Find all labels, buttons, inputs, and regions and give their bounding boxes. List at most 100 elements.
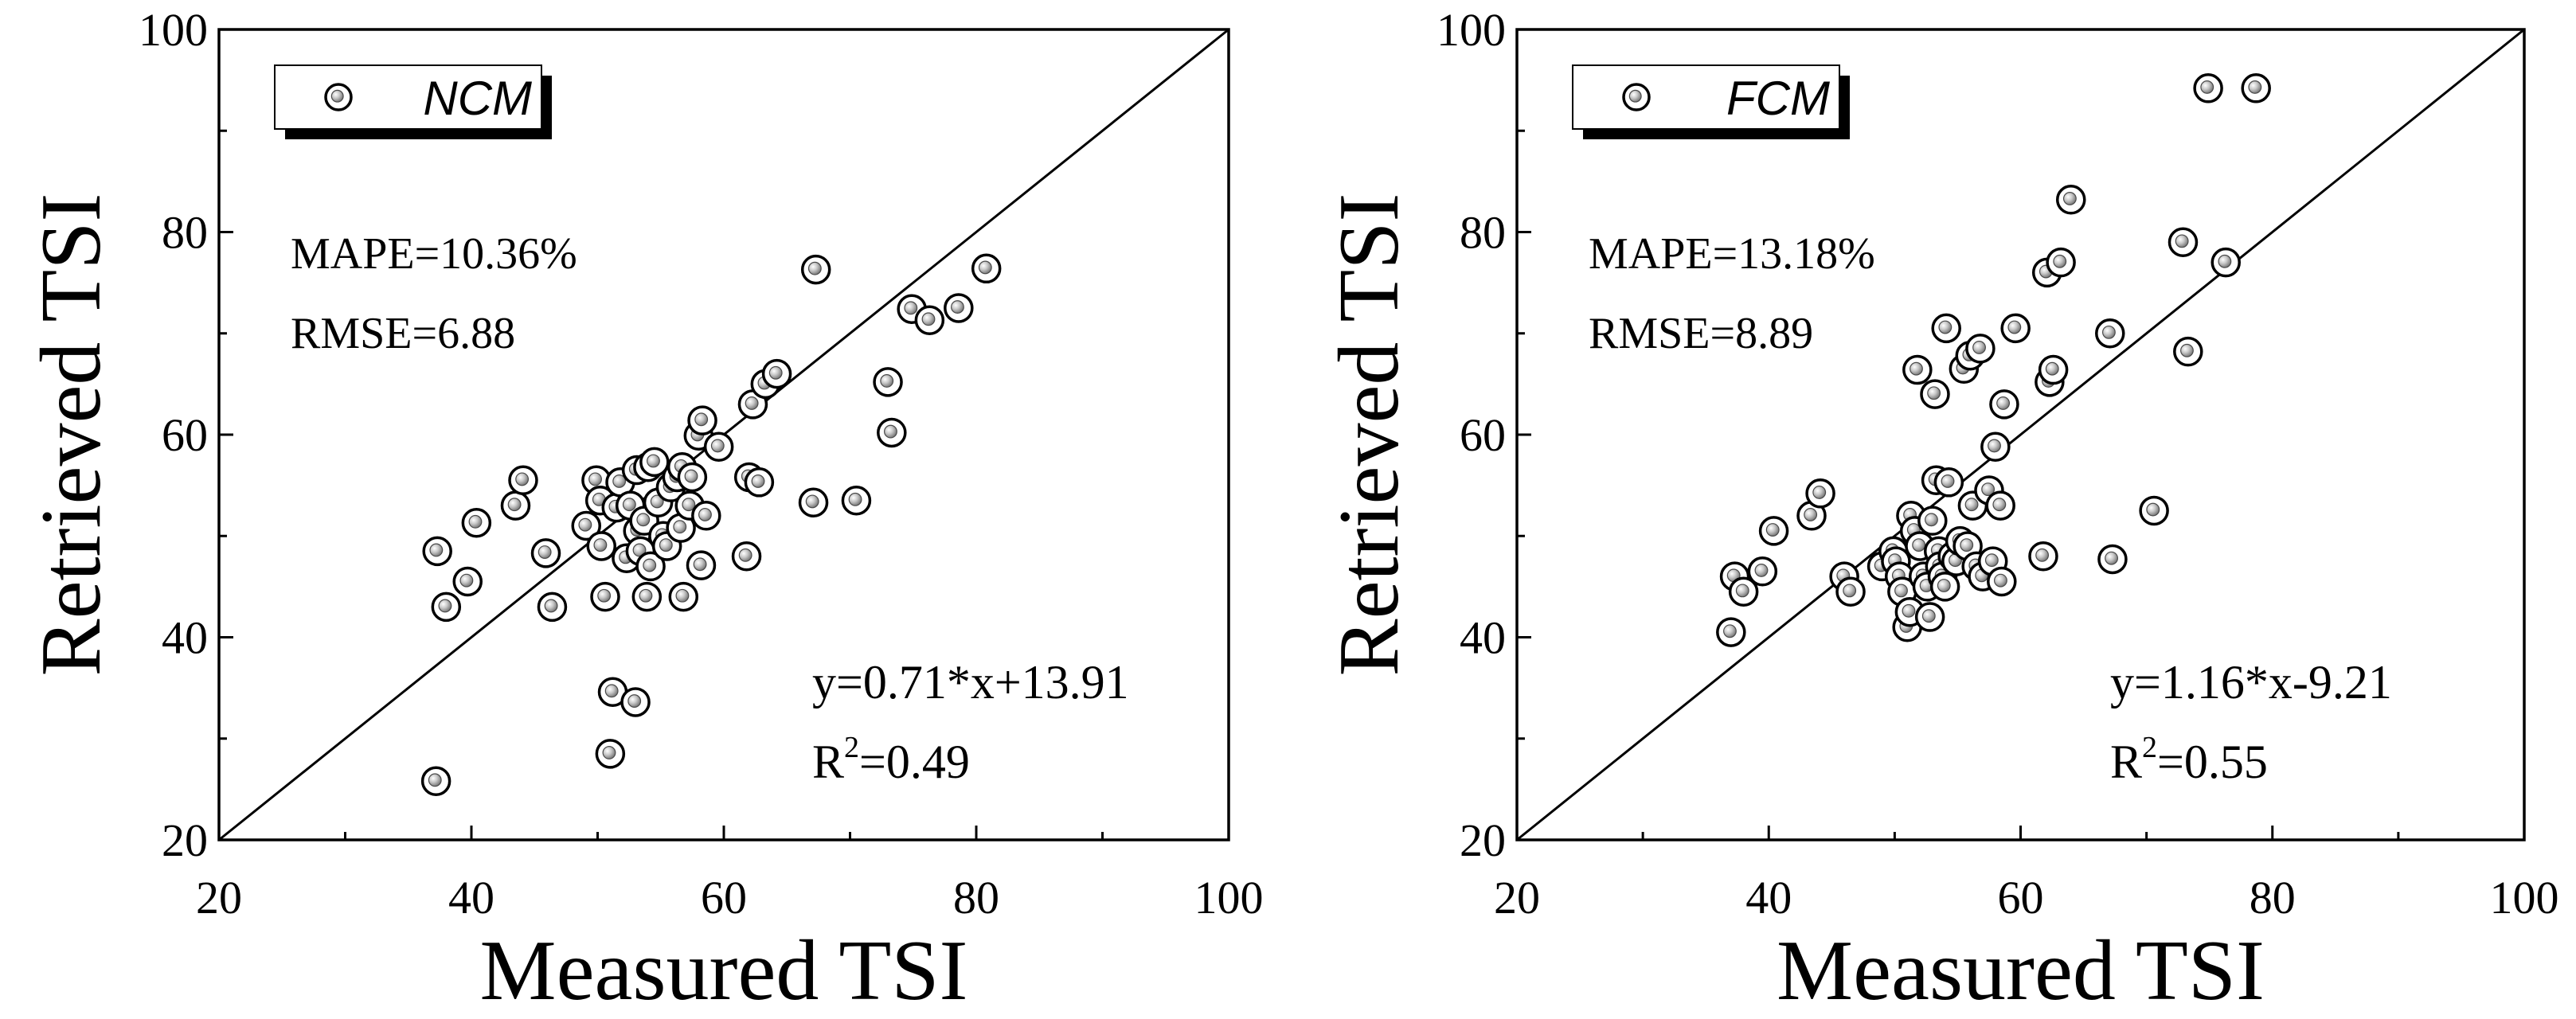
data-point [620, 687, 651, 717]
data-point [841, 485, 872, 516]
data-point [2046, 247, 2076, 278]
r2-letter: R [2110, 736, 2142, 788]
data-point [639, 447, 670, 478]
scatter-points [420, 253, 1002, 796]
legend-point [1622, 83, 1651, 111]
data-point [2168, 227, 2199, 257]
data-point [877, 417, 907, 448]
data-point [586, 531, 617, 561]
y-tick-label: 80 [1460, 207, 1506, 259]
data-point [800, 254, 831, 285]
y-tick-label: 100 [139, 4, 208, 56]
data-point [530, 538, 561, 568]
y-tick-label: 20 [1460, 814, 1506, 866]
chart-panel-ncm: 20 40 60 80 100 20 40 60 80 100 NCM MAPE=10.36% R… [24, 4, 1264, 1018]
data-point [2038, 354, 2069, 385]
data-point [677, 462, 708, 493]
axis-ticks: 20 40 60 80 100 20 40 60 80 100 [139, 4, 1264, 923]
y-tick-label: 20 [162, 814, 208, 866]
data-point [1835, 576, 1866, 607]
y-tick-label: 40 [1460, 612, 1506, 664]
data-point [1931, 313, 1961, 344]
data-point [420, 766, 451, 796]
data-point [2000, 313, 2031, 344]
legend: FCM [1572, 64, 1850, 139]
y-axis-label: Retrieved TSI [1322, 193, 1417, 677]
one-to-one-line [1516, 28, 2525, 841]
data-point [761, 358, 792, 389]
r-squared-annotation: R2=0.55 [2110, 731, 2268, 788]
legend-marker-icon [1622, 83, 1651, 111]
data-point [2173, 336, 2203, 367]
rmse-annotation: RMSE=8.89 [1589, 309, 1813, 358]
data-point [798, 487, 829, 518]
r2-letter: R [812, 736, 844, 788]
data-point [635, 551, 666, 582]
x-tick-label: 60 [701, 872, 747, 923]
x-tick-label: 80 [953, 872, 999, 923]
data-point [2028, 541, 2058, 572]
x-axis-label: Measured TSI [1777, 923, 2265, 1018]
mape-annotation: MAPE=13.18% [1589, 229, 1875, 279]
data-point [612, 543, 642, 573]
x-tick-label: 80 [2250, 872, 2296, 923]
y-tick-label: 60 [1460, 409, 1506, 461]
data-point [971, 253, 1002, 284]
data-point [508, 465, 538, 496]
data-point [595, 739, 626, 769]
chart-panel-fcm: 20 40 60 80 100 20 40 60 80 100 FCM MAPE=13.18% R… [1322, 4, 2559, 1018]
data-point [500, 490, 531, 521]
data-point [2241, 73, 2271, 103]
axis-ticks: 20 40 60 80 100 20 40 60 80 100 [1437, 4, 2559, 923]
y-tick-label: 80 [162, 207, 208, 259]
legend-marker-icon [324, 83, 353, 111]
data-point [666, 513, 696, 543]
x-tick-label: 60 [1998, 872, 2044, 923]
data-point [944, 293, 974, 323]
data-point [1980, 431, 2011, 463]
data-point [1989, 389, 2019, 420]
r2-value: =0.55 [2157, 736, 2268, 788]
data-point [873, 367, 903, 397]
legend-box [274, 64, 542, 130]
data-point [1716, 617, 1746, 647]
data-point [1920, 379, 1950, 409]
data-point [461, 507, 492, 538]
legend-label: FCM [1726, 72, 1830, 125]
legend-box [1572, 64, 1840, 130]
data-point [1902, 354, 1933, 385]
data-point [914, 305, 945, 335]
data-point [2193, 73, 2223, 103]
fit-equation: y=1.16*x-9.21 [2110, 656, 2392, 709]
data-point [452, 566, 483, 597]
r-squared-annotation: R2=0.49 [812, 731, 970, 788]
legend: NCM [274, 64, 552, 139]
data-point [668, 581, 699, 612]
data-point [590, 581, 620, 612]
r2-superscript: 2 [844, 731, 859, 764]
mape-annotation: MAPE=10.36% [291, 229, 577, 279]
r2-superscript: 2 [2142, 731, 2157, 764]
data-point [571, 510, 601, 541]
scatter-points [1716, 73, 2271, 647]
data-point [537, 591, 568, 623]
data-point [744, 467, 775, 498]
data-point [1914, 602, 1945, 632]
x-tick-label: 100 [2490, 872, 2559, 923]
y-tick-label: 100 [1437, 4, 1506, 56]
data-point [1985, 490, 2015, 521]
data-point [631, 581, 663, 612]
data-point [703, 431, 734, 463]
data-point [431, 591, 462, 623]
data-point [2097, 544, 2128, 575]
legend-label: NCM [423, 72, 532, 125]
data-point [1728, 576, 1759, 607]
x-tick-label: 20 [1494, 872, 1540, 923]
data-point [731, 541, 762, 572]
y-tick-label: 40 [162, 612, 208, 664]
y-tick-label: 60 [162, 409, 208, 461]
data-point [691, 501, 721, 531]
data-point [686, 550, 717, 580]
fit-equation: y=0.71*x+13.91 [812, 656, 1129, 709]
